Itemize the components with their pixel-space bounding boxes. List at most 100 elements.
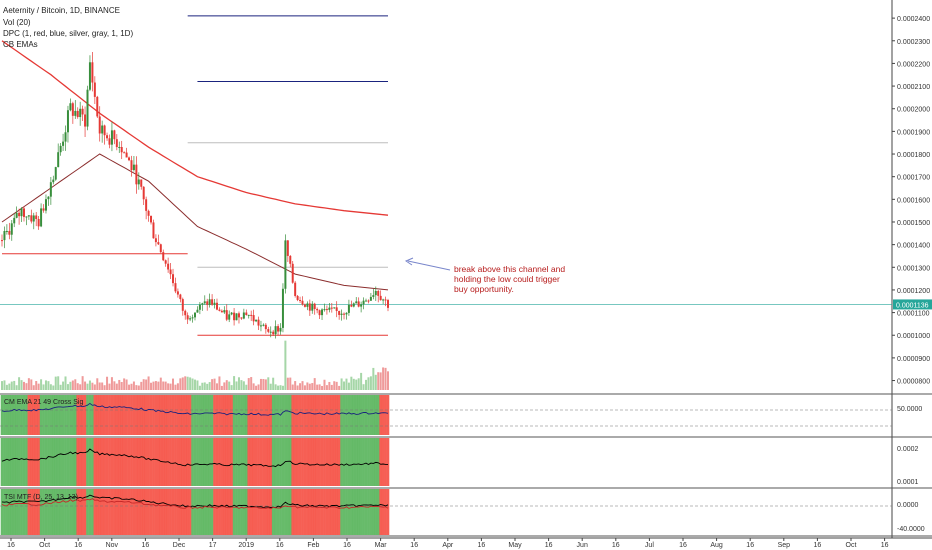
volume-bar xyxy=(215,383,218,390)
annotation-arrow xyxy=(407,260,451,271)
volume-bar xyxy=(338,385,341,390)
candle-body xyxy=(343,313,346,315)
tsi-pane-bar xyxy=(279,489,282,535)
signal-pane-bar xyxy=(330,438,334,486)
signal-pane-bar xyxy=(174,438,177,486)
candle-body xyxy=(206,301,209,305)
candle-body xyxy=(369,296,372,301)
ema-cross-pane-bar xyxy=(10,395,14,435)
candle-body xyxy=(357,301,360,307)
volume-bar xyxy=(240,380,243,390)
tsi-pane-bar xyxy=(274,489,277,535)
candle-body xyxy=(157,242,160,245)
candle-body xyxy=(198,304,201,310)
volume-bar xyxy=(277,385,280,390)
ema-cross-pane-bar xyxy=(42,395,45,435)
tsi-pane-bar xyxy=(37,489,40,535)
candle-body xyxy=(208,299,211,305)
signal-pane-bar xyxy=(115,438,119,486)
volume-bar xyxy=(247,378,250,390)
indicator-cb-emas: CB EMAs xyxy=(3,40,38,49)
tsi-pane-bar xyxy=(281,489,285,535)
candle-body xyxy=(137,179,140,185)
tsi-pane-bar xyxy=(242,489,246,535)
signal-pane-bar xyxy=(81,438,84,486)
volume-bar xyxy=(299,383,302,390)
tsi-pane-bar xyxy=(56,489,60,535)
volume-bar xyxy=(223,382,226,390)
volume-bar xyxy=(306,382,309,390)
ema-cross-pane-bar xyxy=(330,395,334,435)
candle-body xyxy=(135,164,138,185)
candle-body xyxy=(303,304,306,307)
volume-bar xyxy=(150,382,153,390)
signal-pane-bar xyxy=(281,438,285,486)
ema-cross-pane-bar xyxy=(3,395,6,435)
volume-bar xyxy=(352,378,355,390)
tsi-pane-bar xyxy=(137,489,141,535)
candle-body xyxy=(323,309,326,311)
volume-bar xyxy=(230,385,233,390)
tsi-pane-bar xyxy=(66,489,70,535)
candle-body xyxy=(5,230,8,232)
volume-bar xyxy=(289,377,292,390)
ema-cross-pane-bar xyxy=(108,395,111,435)
ema-cross-pane-bar xyxy=(269,395,273,435)
candle-body xyxy=(162,252,165,261)
signal-pane-bar xyxy=(47,438,50,486)
signal-pane-bar xyxy=(179,438,182,486)
volume-bar xyxy=(365,379,368,390)
volume-bar xyxy=(382,367,385,390)
ema-cross-pane-bar xyxy=(384,395,387,435)
signal-pane-bar xyxy=(303,438,307,486)
volume-bar xyxy=(228,381,231,390)
candle-body xyxy=(44,199,47,211)
signal-pane-bar xyxy=(223,438,226,486)
tsi-pane-bar xyxy=(374,489,378,535)
ema-cross-pane-bar xyxy=(93,395,97,435)
tsi-pane-bar xyxy=(235,489,238,535)
tsi-pane-bar xyxy=(12,489,16,535)
tsi-pane-bar xyxy=(357,489,360,535)
tsi-pane-bar xyxy=(71,489,75,535)
signal-axis-label-bottom: 0.0001 xyxy=(897,479,919,486)
signal-pane-bar xyxy=(203,438,207,486)
volume-bar xyxy=(291,384,294,390)
indicator-vol: Vol (20) xyxy=(3,18,31,27)
volume-bar xyxy=(333,381,336,390)
time-tick-label: 16 xyxy=(276,542,284,549)
signal-pane-bar xyxy=(12,438,16,486)
signal-line xyxy=(1,448,388,468)
volume-bar xyxy=(198,385,201,390)
tsi-pane-bar xyxy=(130,489,133,535)
volume-bar xyxy=(191,378,194,390)
volume-bar xyxy=(213,378,216,390)
volume-bar xyxy=(93,384,96,390)
tsi-pane-bar xyxy=(205,489,209,535)
ema-cross-pane-bar xyxy=(22,395,26,435)
tsi-pane-bar xyxy=(303,489,307,535)
ema-cross-pane-bar xyxy=(98,395,102,435)
tsi-pane-bar xyxy=(264,489,268,535)
ema-cross-pane-bar xyxy=(39,395,43,435)
ema-cross-pane-bar xyxy=(15,395,18,435)
volume-bar xyxy=(74,379,77,390)
candle-body xyxy=(294,282,297,296)
tsi-axis-low-label: -40.0000 xyxy=(897,526,925,533)
candle-body xyxy=(184,310,187,316)
candle-body xyxy=(377,290,380,296)
candle-body xyxy=(277,326,280,332)
signal-pane-bar xyxy=(105,438,109,486)
tsi-pane-bar xyxy=(254,489,258,535)
candle-body xyxy=(335,307,338,311)
volume-bar xyxy=(335,381,338,390)
signal-pane-bar xyxy=(59,438,62,486)
volume-bar xyxy=(71,380,74,390)
signal-pane-bar xyxy=(44,438,48,486)
ema-cross-pane-bar xyxy=(310,395,314,435)
ema-cross-pane-bar xyxy=(34,395,38,435)
signal-pane-bar xyxy=(76,438,80,486)
signal-pane-bar xyxy=(95,438,99,486)
volume-bar xyxy=(167,383,170,390)
